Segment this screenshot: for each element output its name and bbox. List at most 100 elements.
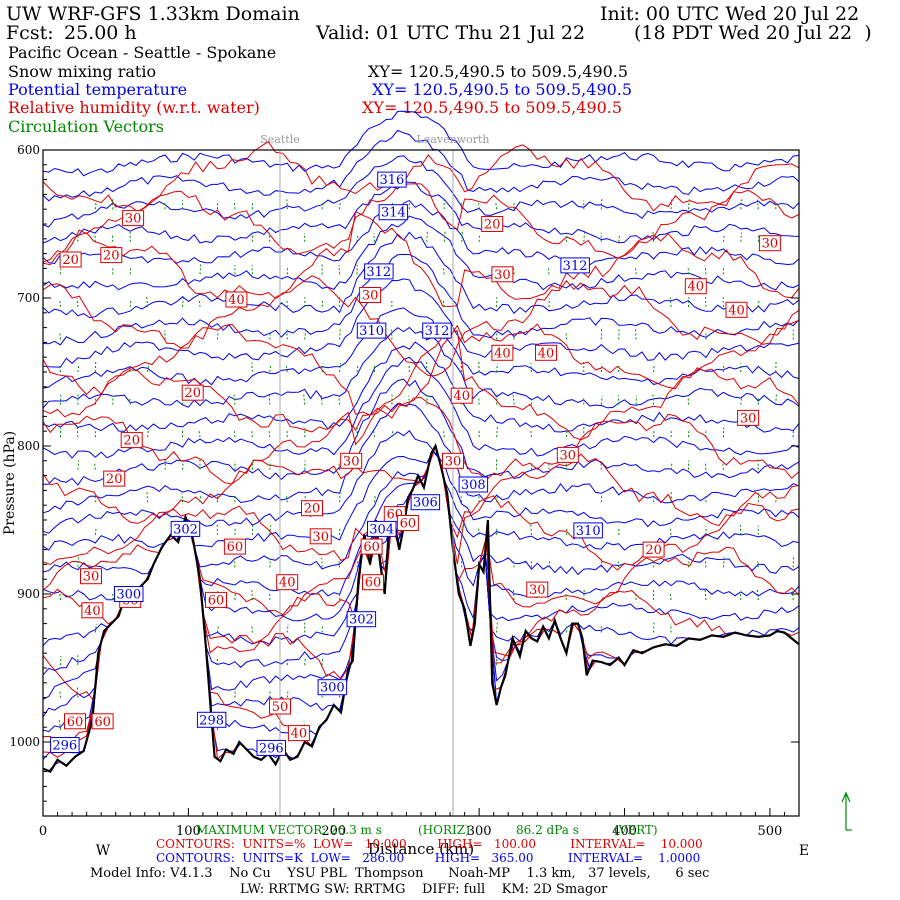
svg-text:302: 302 [349,613,374,628]
max-vector-vert-tag: (VERT) [614,823,658,837]
rh-contour-label: 40 [450,387,473,404]
circulation-vector [59,363,61,373]
x-tick-label: 300 [467,824,492,839]
circulation-vector [652,393,655,405]
svg-text:20: 20 [103,249,120,264]
circulation-vector [460,362,463,373]
circulation-vector [722,462,724,470]
theta-contour-line [42,449,800,718]
circulation-vector [722,233,725,242]
theta-contour-line [42,215,800,291]
rh-contour-line [42,320,800,419]
y-tick-label: 600 [17,143,40,157]
circulation-vector [496,363,498,373]
circulation-vector [373,430,375,438]
rh-contour-label: 20 [120,432,143,449]
circulation-vector [77,365,80,373]
theta-contour-line [42,449,800,601]
svg-text:60: 60 [365,576,382,591]
circulation-vector [740,396,743,405]
circulation-vector [478,527,480,535]
circulation-vector [704,589,707,600]
svg-text:20: 20 [62,253,79,268]
svg-text:40: 40 [279,576,296,591]
x-tick-label: 0 [39,824,47,839]
theta-contour-label: 296 [50,737,80,754]
circulation-vector [391,430,394,438]
theta-contour-label: 310 [356,322,387,339]
theta-contour-label: 300 [317,679,348,696]
svg-text:40: 40 [728,303,745,318]
theta-contour-label: 302 [346,611,377,628]
circulation-vector [460,202,463,210]
svg-text:310: 310 [359,324,384,339]
circulation-vector [269,525,272,535]
circulation-vector [618,235,621,242]
rh-contour-label: 20 [181,384,204,401]
theta-contour-line [42,110,800,177]
theta-contour-label: 306 [410,494,441,511]
svg-text:296: 296 [52,739,77,754]
rh-contour-label: 30 [526,581,549,598]
svg-text:30: 30 [762,237,779,252]
forecast-hour: 25.00 h [64,22,137,44]
circulation-vector [321,298,324,307]
circulation-vector [635,329,637,340]
circulation-vector [338,461,341,470]
circulation-vector [722,557,725,568]
rh-contour-label: 30 [80,568,102,585]
rh-contour-label: 40 [276,574,299,591]
circulation-vector [286,624,289,633]
circulation-vector [128,364,131,373]
circulation-vector [634,266,637,275]
theta-contour-label: 310 [573,522,603,539]
theta-contour-line [42,341,800,433]
svg-text:20: 20 [184,386,201,401]
circulation-vector [565,526,568,535]
circulation-vector [304,330,307,340]
circulation-vector [164,202,166,210]
circulation-vector [77,556,79,568]
svg-text:60: 60 [94,715,111,730]
svg-text:316: 316 [379,173,404,188]
circulation-vector [94,623,97,633]
circulation-vector [76,297,79,307]
rh-contour-line [42,444,800,539]
circulation-vector [373,495,376,503]
svg-text:30: 30 [494,268,511,283]
circulation-vector [269,365,272,373]
svg-text:40: 40 [84,604,101,619]
circulation-vector [59,299,61,307]
y-tick-label: 700 [17,291,40,305]
circulation-vector [199,494,202,503]
circulation-vector [356,363,359,373]
theta-contour-label: 312 [560,257,590,274]
rh-contour-label: 30 [359,287,382,304]
theta-contour-label: 314 [378,204,409,221]
rh-contour-info: CONTOURS: UNITS=% LOW= 10.000 HIGH= 100.… [156,837,703,851]
svg-text:20: 20 [304,502,321,517]
circulation-vector [285,365,288,373]
circulation-vector [198,430,201,438]
theta-contour-label: 316 [377,171,407,188]
circulation-vector [669,527,672,535]
location-label: Seattle [260,133,299,146]
circulation-vector [182,460,184,470]
circulation-vector [496,495,498,503]
legend-vectors: Circulation Vectors [8,117,164,136]
circulation-vector [199,263,202,275]
theta-contour-line [42,231,800,319]
circulation-vector [251,362,253,373]
theta-contour-label: 312 [364,263,394,280]
theta-contour-line [42,181,800,244]
circulation-vector [338,397,341,405]
forecast-label: Fcst: [6,22,54,44]
circulation-vector [59,655,62,666]
circulation-vector [233,494,236,503]
theta-contour-line [42,278,800,368]
valid-time: Valid: 01 UTC Thu 21 Jul 22 [316,22,586,44]
circulation-vector [548,559,551,568]
y-tick-label: 800 [17,439,40,453]
rh-contour-label: 40 [287,725,310,742]
rh-contour-label: 60 [64,713,86,730]
